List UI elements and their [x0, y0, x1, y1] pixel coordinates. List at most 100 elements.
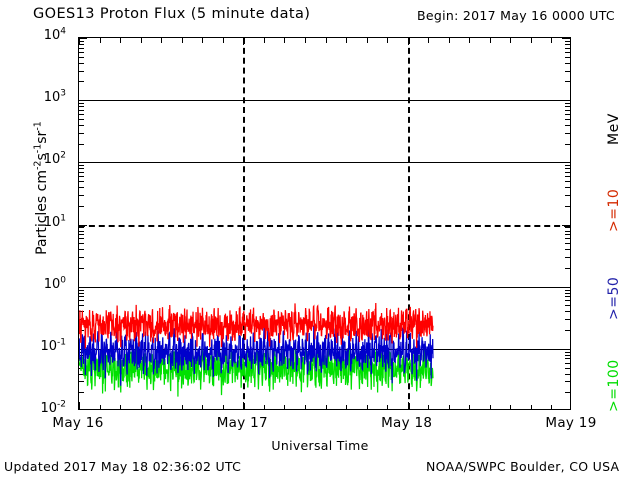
- y-tick-minor: [565, 70, 570, 72]
- y-tick-minor: [79, 311, 84, 313]
- y-tick-minor: [565, 234, 570, 236]
- y-tick-minor: [79, 118, 84, 120]
- y-tick-major: [562, 38, 570, 39]
- y-tick-minor: [79, 187, 84, 189]
- x-tick-minor: [161, 38, 163, 43]
- data-traces: [79, 302, 434, 397]
- x-tick-major: [79, 38, 80, 45]
- y-tick-minor: [565, 305, 570, 307]
- y-tick-minor: [79, 109, 84, 111]
- x-tick-major: [407, 402, 409, 409]
- plot-area: [79, 38, 570, 409]
- y-tick-minor: [565, 47, 570, 49]
- y-tick-minor: [79, 171, 84, 173]
- gridline-horizontal: [79, 100, 570, 102]
- y-tick-major: [79, 286, 87, 288]
- y-tick-minor: [79, 227, 84, 229]
- x-tick-minor: [161, 404, 163, 409]
- y-tick-minor: [565, 81, 570, 83]
- y-tick-minor: [79, 373, 84, 375]
- x-tick-minor: [448, 38, 450, 43]
- x-tick-minor: [510, 38, 512, 43]
- page-title: GOES13 Proton Flux (5 minute data): [33, 6, 311, 22]
- x-tick-label: May 18: [381, 415, 433, 431]
- x-tick-label: May 16: [52, 415, 104, 431]
- y-tick-minor: [79, 51, 84, 53]
- y-tick-minor: [565, 330, 570, 332]
- y-tick-minor: [565, 354, 570, 356]
- y-tick-minor: [565, 176, 570, 178]
- y-tick-minor: [565, 113, 570, 115]
- gridline-vertical-day: [407, 38, 410, 409]
- y-tick-minor: [565, 243, 570, 245]
- y-tick-label: 104: [43, 26, 66, 43]
- y-tick-major: [562, 286, 570, 288]
- x-tick-minor: [510, 404, 512, 409]
- y-tick-minor: [565, 62, 570, 64]
- y-tick-minor: [565, 367, 570, 369]
- y-tick-major: [79, 224, 87, 226]
- y-tick-major: [562, 224, 570, 226]
- x-tick-minor: [120, 404, 122, 409]
- y-tick-minor: [79, 289, 84, 291]
- x-tick-minor: [284, 404, 286, 409]
- trace-p100: [79, 345, 434, 397]
- x-tick-minor: [530, 404, 532, 409]
- x-tick-minor: [181, 38, 183, 43]
- y-tick-minor: [565, 109, 570, 111]
- y-tick-minor: [79, 106, 84, 108]
- y-tick-minor: [79, 181, 84, 183]
- y-tick-minor: [565, 230, 570, 232]
- x-tick-major: [79, 402, 80, 409]
- y-tick-major: [562, 100, 570, 102]
- y-tick-major: [562, 162, 570, 164]
- x-tick-minor: [469, 38, 471, 43]
- y-tick-minor: [79, 392, 84, 394]
- y-tick-minor: [565, 171, 570, 173]
- y-tick-minor: [565, 132, 570, 134]
- y-tick-minor: [565, 238, 570, 240]
- x-tick-minor: [469, 404, 471, 409]
- y-tick-minor: [79, 267, 84, 269]
- y-tick-label: 102: [43, 151, 66, 168]
- trace-p10: [79, 302, 434, 349]
- y-tick-minor: [79, 296, 84, 298]
- y-tick-minor: [79, 44, 84, 46]
- x-tick-minor: [304, 38, 306, 43]
- y-tick-minor: [565, 165, 570, 167]
- y-tick-minor: [79, 168, 84, 170]
- y-tick-minor: [565, 181, 570, 183]
- x-tick-minor: [99, 38, 101, 43]
- y-tick-minor: [79, 81, 84, 83]
- x-tick-minor: [222, 38, 224, 43]
- legend-item-p10: >=10: [606, 188, 622, 232]
- y-tick-minor: [79, 300, 84, 302]
- x-tick-minor: [346, 38, 348, 43]
- y-tick-minor: [79, 292, 84, 294]
- x-tick-minor: [263, 404, 265, 409]
- y-tick-major: [79, 100, 87, 102]
- y-tick-minor: [565, 56, 570, 58]
- y-tick-minor: [79, 238, 84, 240]
- y-tick-major: [562, 348, 570, 350]
- y-tick-minor: [565, 44, 570, 46]
- y-tick-minor: [565, 296, 570, 298]
- x-tick-minor: [325, 38, 327, 43]
- legend-item-p100: >=100: [606, 359, 622, 412]
- x-tick-minor: [366, 38, 368, 43]
- x-tick-minor: [346, 404, 348, 409]
- y-tick-minor: [79, 194, 84, 196]
- x-tick-minor: [304, 404, 306, 409]
- y-axis-title-text: Particles cm-2s-1sr-1: [32, 121, 50, 255]
- x-tick-minor: [551, 38, 553, 43]
- y-tick-minor: [79, 230, 84, 232]
- y-tick-minor: [79, 249, 84, 251]
- x-tick-minor: [551, 404, 553, 409]
- y-tick-minor: [565, 300, 570, 302]
- x-tick-minor: [99, 404, 101, 409]
- y-tick-minor: [565, 143, 570, 145]
- y-tick-minor: [79, 257, 84, 258]
- gridline-horizontal: [79, 286, 570, 288]
- y-tick-minor: [565, 362, 570, 364]
- y-tick-label: 101: [43, 213, 66, 230]
